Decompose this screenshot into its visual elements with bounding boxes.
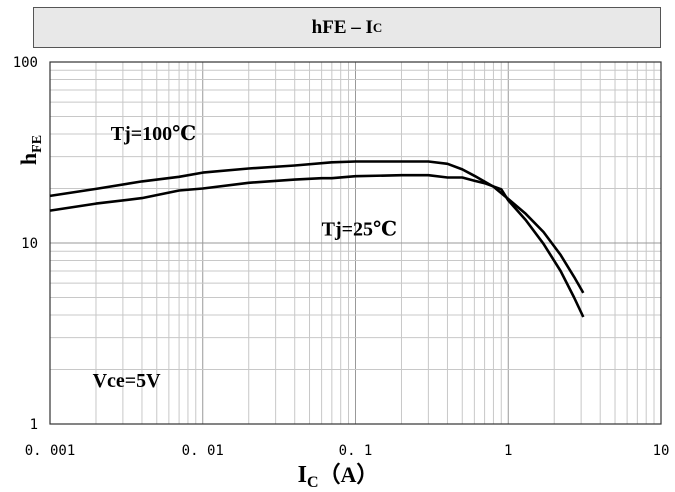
y-tick-label: 1 <box>30 417 38 433</box>
x-tick-label: 0. 01 <box>182 443 224 459</box>
chart-title-main: hFE – I <box>311 16 373 38</box>
plot-frame <box>49 61 662 425</box>
annotations: Tj=100℃ Tj=25℃ Vce=5V <box>93 123 397 392</box>
annotation-tj-100: Tj=100℃ <box>111 123 196 145</box>
x-tick-label: 10 <box>653 443 670 459</box>
y-tick-label: 100 <box>13 55 38 71</box>
grid <box>49 62 661 425</box>
x-tick-label: 1 <box>504 443 512 459</box>
y-tick-labels: 1 10 100 <box>13 55 38 433</box>
chart-title-sub: C <box>372 19 383 35</box>
y-axis-label-sub: FE <box>30 135 45 153</box>
x-tick-label: 0. 1 <box>339 443 373 459</box>
series-line-tj-25 <box>49 173 585 318</box>
series-line-tj-100 <box>49 160 585 294</box>
series-lines <box>49 160 585 318</box>
annotation-tj-25: Tj=25℃ <box>322 219 397 241</box>
x-tick-labels: 0. 001 0. 01 0. 1 1 10 <box>25 443 670 459</box>
x-tick-label: 0. 001 <box>25 443 76 459</box>
x-axis-label-suffix: （A） <box>319 462 379 487</box>
x-axis-label: IC（A） <box>298 462 379 491</box>
annotation-vce: Vce=5V <box>93 370 162 392</box>
y-axis-label-main: h <box>16 153 41 165</box>
x-axis-label-main: I <box>298 462 307 488</box>
y-axis-label: hFE <box>16 135 45 165</box>
x-axis-label-sub: C <box>307 474 319 491</box>
y-tick-label: 10 <box>21 236 38 252</box>
